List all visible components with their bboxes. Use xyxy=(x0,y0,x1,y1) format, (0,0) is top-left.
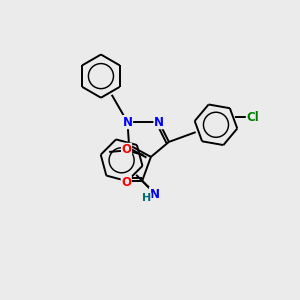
Text: O: O xyxy=(122,143,131,156)
Text: Cl: Cl xyxy=(246,111,259,124)
Text: N: N xyxy=(149,188,160,201)
Text: O: O xyxy=(121,176,131,189)
Text: N: N xyxy=(154,116,164,129)
Text: N: N xyxy=(122,116,133,129)
Text: H: H xyxy=(142,193,151,203)
